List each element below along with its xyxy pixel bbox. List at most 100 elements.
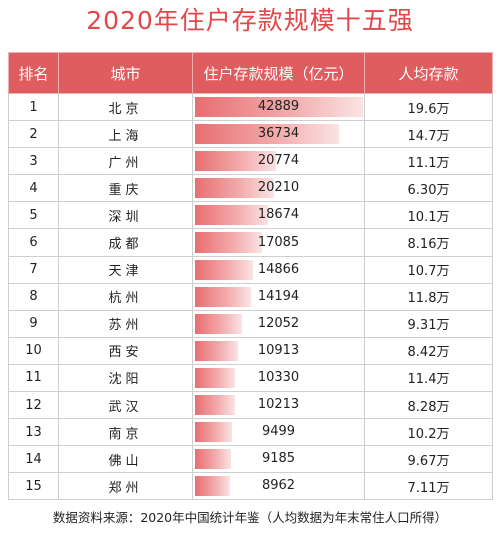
city-cell: 沈阳 — [58, 363, 193, 393]
deposit-cell: 9499 — [192, 418, 365, 447]
table-row: 4 重庆 20210 6.30万 — [8, 174, 493, 203]
table-row: 5 深圳 18674 10.1万 — [8, 201, 493, 230]
page-title: 2020年住户存款规模十五强 — [86, 6, 414, 35]
deposit-bar — [195, 286, 251, 307]
rank-cell: 12 — [8, 391, 59, 420]
city-cell: 北京 — [58, 92, 193, 122]
source-note: 数据资料来源：2020年中国统计年鉴（人均数据为年末常住人口所得） — [52, 510, 448, 525]
deposit-bar — [195, 449, 231, 470]
deposit-table: 排名 城市 住户存款规模（亿元） 人均存款 1 北京 42889 19.6万 2 上海 36… — [8, 52, 493, 501]
per-capita-cell: 6.30万 — [364, 174, 493, 203]
per-capita-cell: 9.31万 — [364, 309, 493, 338]
table-row: 2 上海 36734 14.7万 — [8, 120, 493, 149]
table-row: 14 佛山 9185 9.67万 — [8, 445, 493, 474]
deposit-bar — [195, 232, 262, 253]
deposit-bar — [195, 395, 235, 416]
deposit-bar — [195, 476, 231, 497]
city-cell: 佛山 — [58, 445, 193, 474]
table-row: 8 杭州 14194 11.8万 — [8, 282, 493, 311]
deposit-cell: 17085 — [192, 228, 365, 257]
city-cell: 广州 — [58, 147, 193, 176]
rank-cell: 9 — [8, 309, 59, 338]
per-capita-cell: 8.42万 — [364, 336, 493, 365]
city-cell: 西安 — [58, 336, 193, 365]
table-row: 6 成都 17085 8.16万 — [8, 228, 493, 257]
per-capita-cell: 10.7万 — [364, 255, 493, 284]
table-row: 9 苏州 12052 9.31万 — [8, 309, 493, 338]
rank-cell: 6 — [8, 228, 59, 257]
per-capita-cell: 19.6万 — [364, 92, 493, 122]
per-capita-cell: 10.1万 — [364, 201, 493, 230]
deposit-bar — [195, 151, 277, 172]
city-cell: 苏州 — [58, 309, 193, 338]
deposit-bar — [195, 422, 233, 443]
deposit-bar — [195, 259, 254, 280]
deposit-cell: 9185 — [192, 445, 365, 474]
deposit-value-label: 9185 — [261, 451, 296, 467]
deposit-cell: 20774 — [192, 147, 365, 176]
deposit-cell: 10213 — [192, 391, 365, 420]
per-capita-cell: 9.67万 — [364, 445, 493, 474]
deposit-value-label: 12052 — [257, 315, 300, 331]
table-row: 7 天津 14866 10.7万 — [8, 255, 493, 284]
deposit-bar — [195, 340, 238, 361]
per-capita-cell: 8.28万 — [364, 391, 493, 420]
rank-cell: 15 — [8, 472, 59, 501]
deposit-value-label: 10913 — [257, 342, 300, 358]
table-row: 3 广州 20774 11.1万 — [8, 147, 493, 176]
rank-cell: 14 — [8, 445, 59, 474]
rank-cell: 7 — [8, 255, 59, 284]
per-capita-cell: 14.7万 — [364, 120, 493, 149]
deposit-bar — [195, 205, 269, 226]
rank-cell: 13 — [8, 418, 59, 447]
header-rank: 排名 — [8, 52, 59, 94]
deposit-cell: 18674 — [192, 201, 365, 230]
per-capita-cell: 11.4万 — [364, 363, 493, 393]
deposit-bar — [195, 178, 275, 199]
deposit-bar — [195, 367, 236, 389]
deposit-value-label: 10330 — [257, 369, 300, 385]
deposit-value-label: 9499 — [261, 424, 296, 440]
city-cell: 深圳 — [58, 201, 193, 230]
deposit-value-label: 20774 — [257, 153, 300, 169]
per-capita-cell: 11.1万 — [364, 147, 493, 176]
deposit-bar — [195, 313, 243, 334]
deposit-cell: 10330 — [192, 363, 365, 393]
header-city: 城市 — [58, 52, 193, 94]
deposit-cell: 20210 — [192, 174, 365, 203]
deposit-value-label: 17085 — [257, 234, 300, 250]
deposit-value-label: 8962 — [261, 478, 296, 494]
rank-cell: 2 — [8, 120, 59, 149]
deposit-bar — [195, 124, 339, 145]
city-cell: 杭州 — [58, 282, 193, 311]
deposit-cell: 12052 — [192, 309, 365, 338]
city-cell: 上海 — [58, 120, 193, 149]
deposit-bar — [195, 97, 363, 118]
deposit-cell: 36734 — [192, 120, 365, 149]
city-cell: 重庆 — [58, 174, 193, 203]
per-capita-cell: 8.16万 — [364, 228, 493, 257]
rank-cell: 4 — [8, 174, 59, 203]
table-row: 15 郑州 8962 7.11万 — [8, 472, 493, 501]
table-row: 1 北京 42889 19.6万 — [8, 92, 493, 122]
deposit-cell: 10913 — [192, 336, 365, 365]
deposit-value-label: 14866 — [257, 261, 300, 277]
city-cell: 天津 — [58, 255, 193, 284]
city-cell: 南京 — [58, 418, 193, 447]
deposit-cell: 14194 — [192, 282, 365, 311]
rank-cell: 1 — [8, 92, 59, 122]
city-cell: 成都 — [58, 228, 193, 257]
rank-cell: 8 — [8, 282, 59, 311]
table-row: 12 武汉 10213 8.28万 — [8, 391, 493, 420]
deposit-value-label: 42889 — [257, 99, 300, 115]
rank-cell: 3 — [8, 147, 59, 176]
table-row: 10 西安 10913 8.42万 — [8, 336, 493, 365]
table-row: 13 南京 9499 10.2万 — [8, 418, 493, 447]
per-capita-cell: 11.8万 — [364, 282, 493, 311]
header-per-capita: 人均存款 — [364, 52, 493, 94]
deposit-value-label: 20210 — [257, 180, 300, 196]
table-header-row: 排名 城市 住户存款规模（亿元） 人均存款 — [8, 52, 493, 94]
table-body: 1 北京 42889 19.6万 2 上海 36734 14.7万 3 广州 20774 11.1万 4… — [8, 92, 493, 501]
deposit-value-label: 36734 — [257, 126, 300, 142]
rank-cell: 5 — [8, 201, 59, 230]
